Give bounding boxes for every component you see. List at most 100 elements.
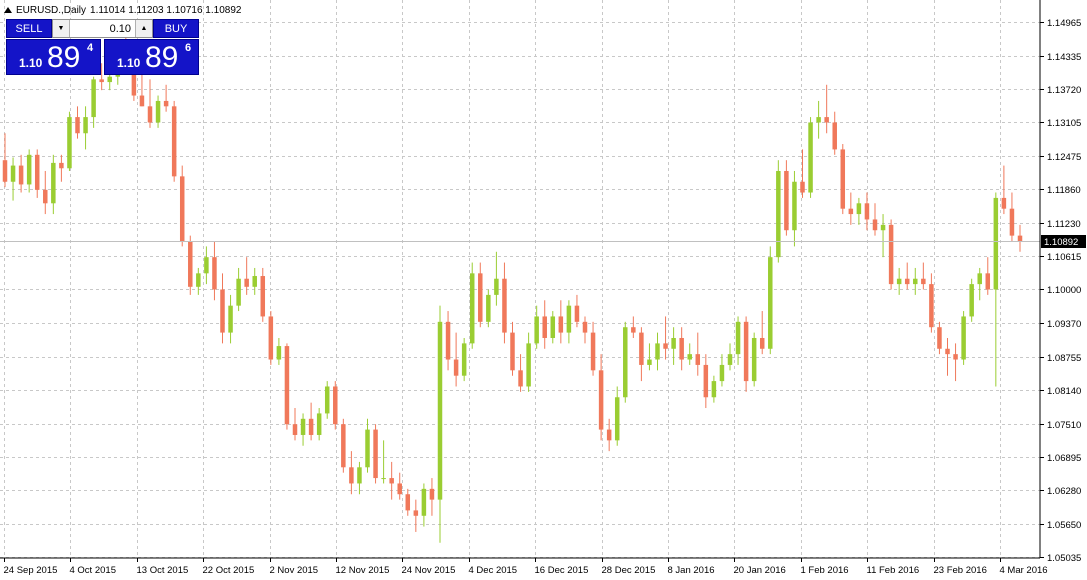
sell-button[interactable]: SELL	[6, 19, 52, 38]
candle-body	[888, 224, 894, 285]
candle-body	[316, 413, 322, 435]
candle-body	[67, 117, 72, 169]
y-tick-label: 1.08140	[1047, 386, 1081, 397]
candle-body	[961, 316, 966, 360]
candle	[864, 192, 870, 231]
buy-price-box[interactable]: 1.10 89 6	[104, 39, 199, 75]
candle-body	[953, 354, 958, 360]
volume-up-icon[interactable]: ▲	[135, 20, 152, 37]
x-tick-labels: 24 Sep 2015 4 Oct 2015 13 Oct 2015 22 Oct 2…	[4, 558, 1048, 576]
y-tick-label: 1.14965	[1047, 18, 1081, 29]
candle-body	[598, 370, 604, 430]
candle	[719, 354, 725, 387]
candle	[99, 63, 104, 91]
collapse-triangle-icon[interactable]	[4, 7, 12, 13]
candle	[776, 160, 781, 263]
candle	[937, 321, 942, 355]
buy-price-prefix: 1.10	[117, 56, 141, 70]
candle-body	[590, 332, 596, 371]
candle-body	[324, 386, 330, 414]
candle-body	[872, 219, 878, 231]
x-tick-label: 13 Oct 2015	[137, 565, 189, 576]
candle	[703, 354, 709, 409]
candle-body	[695, 354, 701, 365]
candle	[260, 267, 266, 322]
candle	[469, 262, 475, 349]
candle	[872, 203, 878, 236]
candle-body	[405, 494, 411, 511]
y-tick-label: 1.10000	[1047, 285, 1081, 296]
volume-dropdown-icon[interactable]: ▼	[53, 20, 70, 37]
candle-body	[244, 278, 249, 287]
candle	[1009, 192, 1015, 242]
candle	[880, 214, 886, 258]
candle	[405, 488, 411, 516]
candle-body	[510, 332, 515, 371]
candle-body	[43, 189, 48, 204]
candle	[26, 149, 32, 193]
candle-body	[155, 100, 161, 123]
candle	[542, 300, 547, 349]
buy-button[interactable]: BUY	[153, 19, 199, 38]
candle-body	[163, 100, 169, 107]
candle-body	[51, 162, 56, 204]
candle-body	[647, 359, 652, 365]
candle-body	[623, 327, 628, 398]
x-tick-label: 24 Nov 2015	[402, 565, 456, 576]
candle	[526, 332, 531, 392]
candle	[816, 100, 821, 139]
volume-control: ▼ ▲	[52, 19, 153, 38]
candle	[341, 418, 346, 473]
y-tick-label: 1.06895	[1047, 453, 1081, 464]
candle-body	[751, 337, 757, 382]
x-tick-label: 12 Nov 2015	[336, 565, 390, 576]
candle-body	[461, 343, 467, 376]
candle	[961, 311, 966, 365]
candle	[43, 170, 48, 215]
candle	[598, 354, 604, 441]
y-tick-label: 1.10615	[1047, 252, 1081, 263]
candle-body	[566, 305, 572, 333]
candle-body	[276, 346, 282, 360]
candle-body	[171, 106, 177, 177]
candle-body	[614, 397, 620, 441]
candle-body	[864, 203, 870, 220]
candle	[397, 472, 402, 500]
candle	[921, 262, 926, 290]
candle	[647, 343, 652, 371]
volume-input[interactable]	[70, 20, 135, 37]
y-tick-label: 1.13720	[1047, 85, 1081, 96]
candle	[284, 343, 290, 430]
x-tick-label: 2 Nov 2015	[270, 565, 319, 576]
candle	[550, 311, 556, 344]
candles	[2, 36, 1023, 543]
candle	[840, 144, 846, 215]
buy-price-sup: 6	[185, 42, 192, 54]
sell-price-box[interactable]: 1.10 89 4	[6, 39, 101, 75]
candle-body	[308, 418, 314, 435]
current-price-tag: 1.10892	[1041, 235, 1086, 248]
candle	[711, 375, 717, 403]
x-tick-label: 23 Feb 2016	[934, 565, 987, 576]
buy-price-big: 89	[145, 41, 179, 74]
candle	[671, 327, 676, 365]
candle	[631, 316, 636, 338]
y-tick-label: 1.06280	[1047, 486, 1081, 497]
sell-price-prefix: 1.10	[19, 56, 43, 70]
candle	[212, 241, 217, 301]
candle-body	[1009, 208, 1015, 236]
candle-body	[421, 488, 427, 516]
candle-body	[453, 359, 459, 376]
candle	[220, 273, 225, 344]
candle	[357, 461, 362, 495]
candle	[494, 251, 499, 306]
candle-body	[212, 257, 217, 290]
x-tick-label: 4 Mar 2016	[1000, 565, 1048, 576]
candle-body	[469, 273, 475, 344]
candle-body	[913, 278, 918, 285]
candle-body	[204, 257, 209, 274]
candle	[510, 321, 515, 376]
candle	[502, 262, 507, 344]
candle-body	[381, 478, 386, 480]
